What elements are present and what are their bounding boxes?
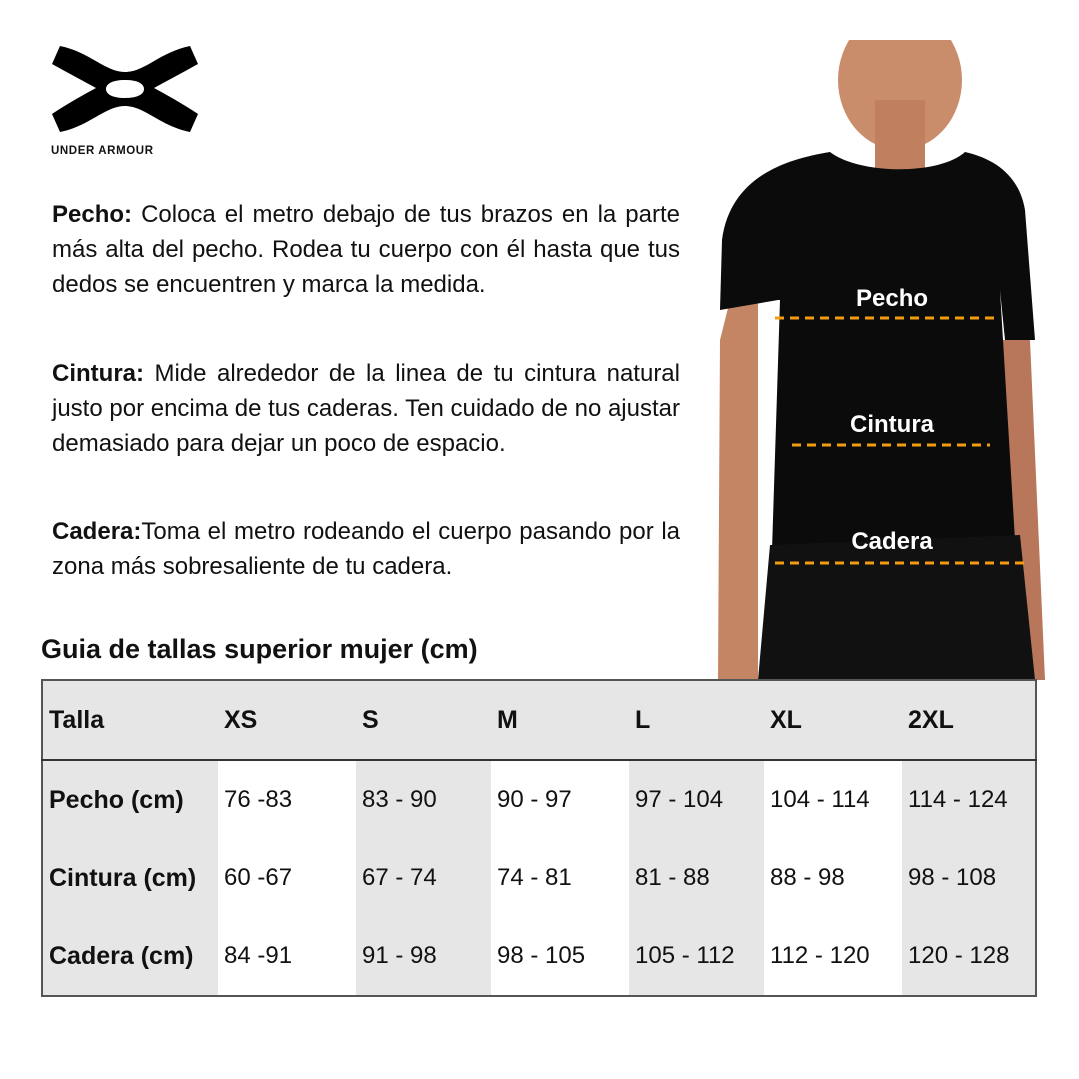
header-2xl: 2XL: [908, 705, 954, 734]
table-row: Cadera (cm) 84 -91 91 - 98 98 - 105 105 …: [42, 917, 1036, 996]
header-xs: XS: [224, 705, 258, 734]
term: Pecho:: [52, 201, 133, 228]
row-label: Cadera (cm): [42, 917, 218, 996]
instruction-cintura: Cintura: Mide alrededor de la linea de t…: [52, 356, 680, 461]
cell: 98 - 108: [902, 839, 1036, 917]
measurement-lines: [775, 316, 1030, 565]
header-l: L: [635, 705, 651, 734]
cell: 112 - 120: [770, 942, 870, 969]
header-row: Talla XS S M L XL 2XL: [42, 680, 1036, 760]
header-talla: Talla: [49, 705, 105, 734]
brand-name: UNDER ARMOUR: [51, 145, 154, 157]
model-label-cintura: Cintura: [850, 411, 934, 438]
cell: 60 -67: [224, 864, 293, 891]
description: Mide alrededor de la linea de tu cintura…: [52, 360, 680, 457]
table-row: Cintura (cm) 60 -67 67 - 74 74 - 81 81 -…: [42, 839, 1036, 917]
model-photo: Pecho Cintura Cadera: [700, 10, 1045, 680]
header-m: M: [497, 705, 518, 734]
model-label-cadera: Cadera: [851, 528, 933, 555]
row-label: Pecho (cm): [42, 760, 218, 839]
model-label-pecho: Pecho: [855, 285, 929, 312]
header-s: S: [362, 705, 379, 734]
cell: 84 -91: [224, 942, 293, 969]
cell: 83 - 90: [356, 760, 491, 839]
cell: 105 - 112: [629, 917, 764, 996]
term: Cintura:: [52, 360, 144, 387]
description: Coloca el metro debajo de tus brazos en …: [52, 201, 681, 298]
row-label: Cintura (cm): [42, 839, 218, 917]
table-title: Guia de tallas superior mujer (cm): [41, 634, 478, 664]
cell: 88 - 98: [770, 864, 845, 891]
cell: 81 - 88: [629, 839, 764, 917]
cell: 104 - 114: [770, 786, 870, 813]
header-xl: XL: [770, 705, 802, 734]
term: Cadera:: [52, 518, 142, 545]
cell: 91 - 98: [356, 917, 491, 996]
cell: 120 - 128: [902, 917, 1036, 996]
cell: 97 - 104: [629, 760, 764, 839]
cell: 74 - 81: [497, 864, 572, 891]
size-table: Talla XS S M L XL 2XL Pecho (cm) 76 -83 …: [41, 679, 1037, 997]
cell: 67 - 74: [356, 839, 491, 917]
cell: 90 - 97: [497, 786, 572, 813]
under-armour-logo-icon: [52, 46, 198, 132]
instruction-cadera: Cadera:Toma el metro rodeando el cuerpo …: [52, 514, 680, 584]
model-silhouette-icon: [718, 10, 1045, 680]
table-row: Pecho (cm) 76 -83 83 - 90 90 - 97 97 - 1…: [42, 760, 1036, 839]
instruction-pecho: Pecho: Coloca el metro debajo de tus bra…: [52, 197, 680, 302]
cell: 98 - 105: [497, 942, 586, 969]
cell: 114 - 124: [902, 760, 1036, 839]
cell: 76 -83: [224, 786, 293, 813]
description: Toma el metro rodeando el cuerpo pasando…: [52, 518, 680, 580]
